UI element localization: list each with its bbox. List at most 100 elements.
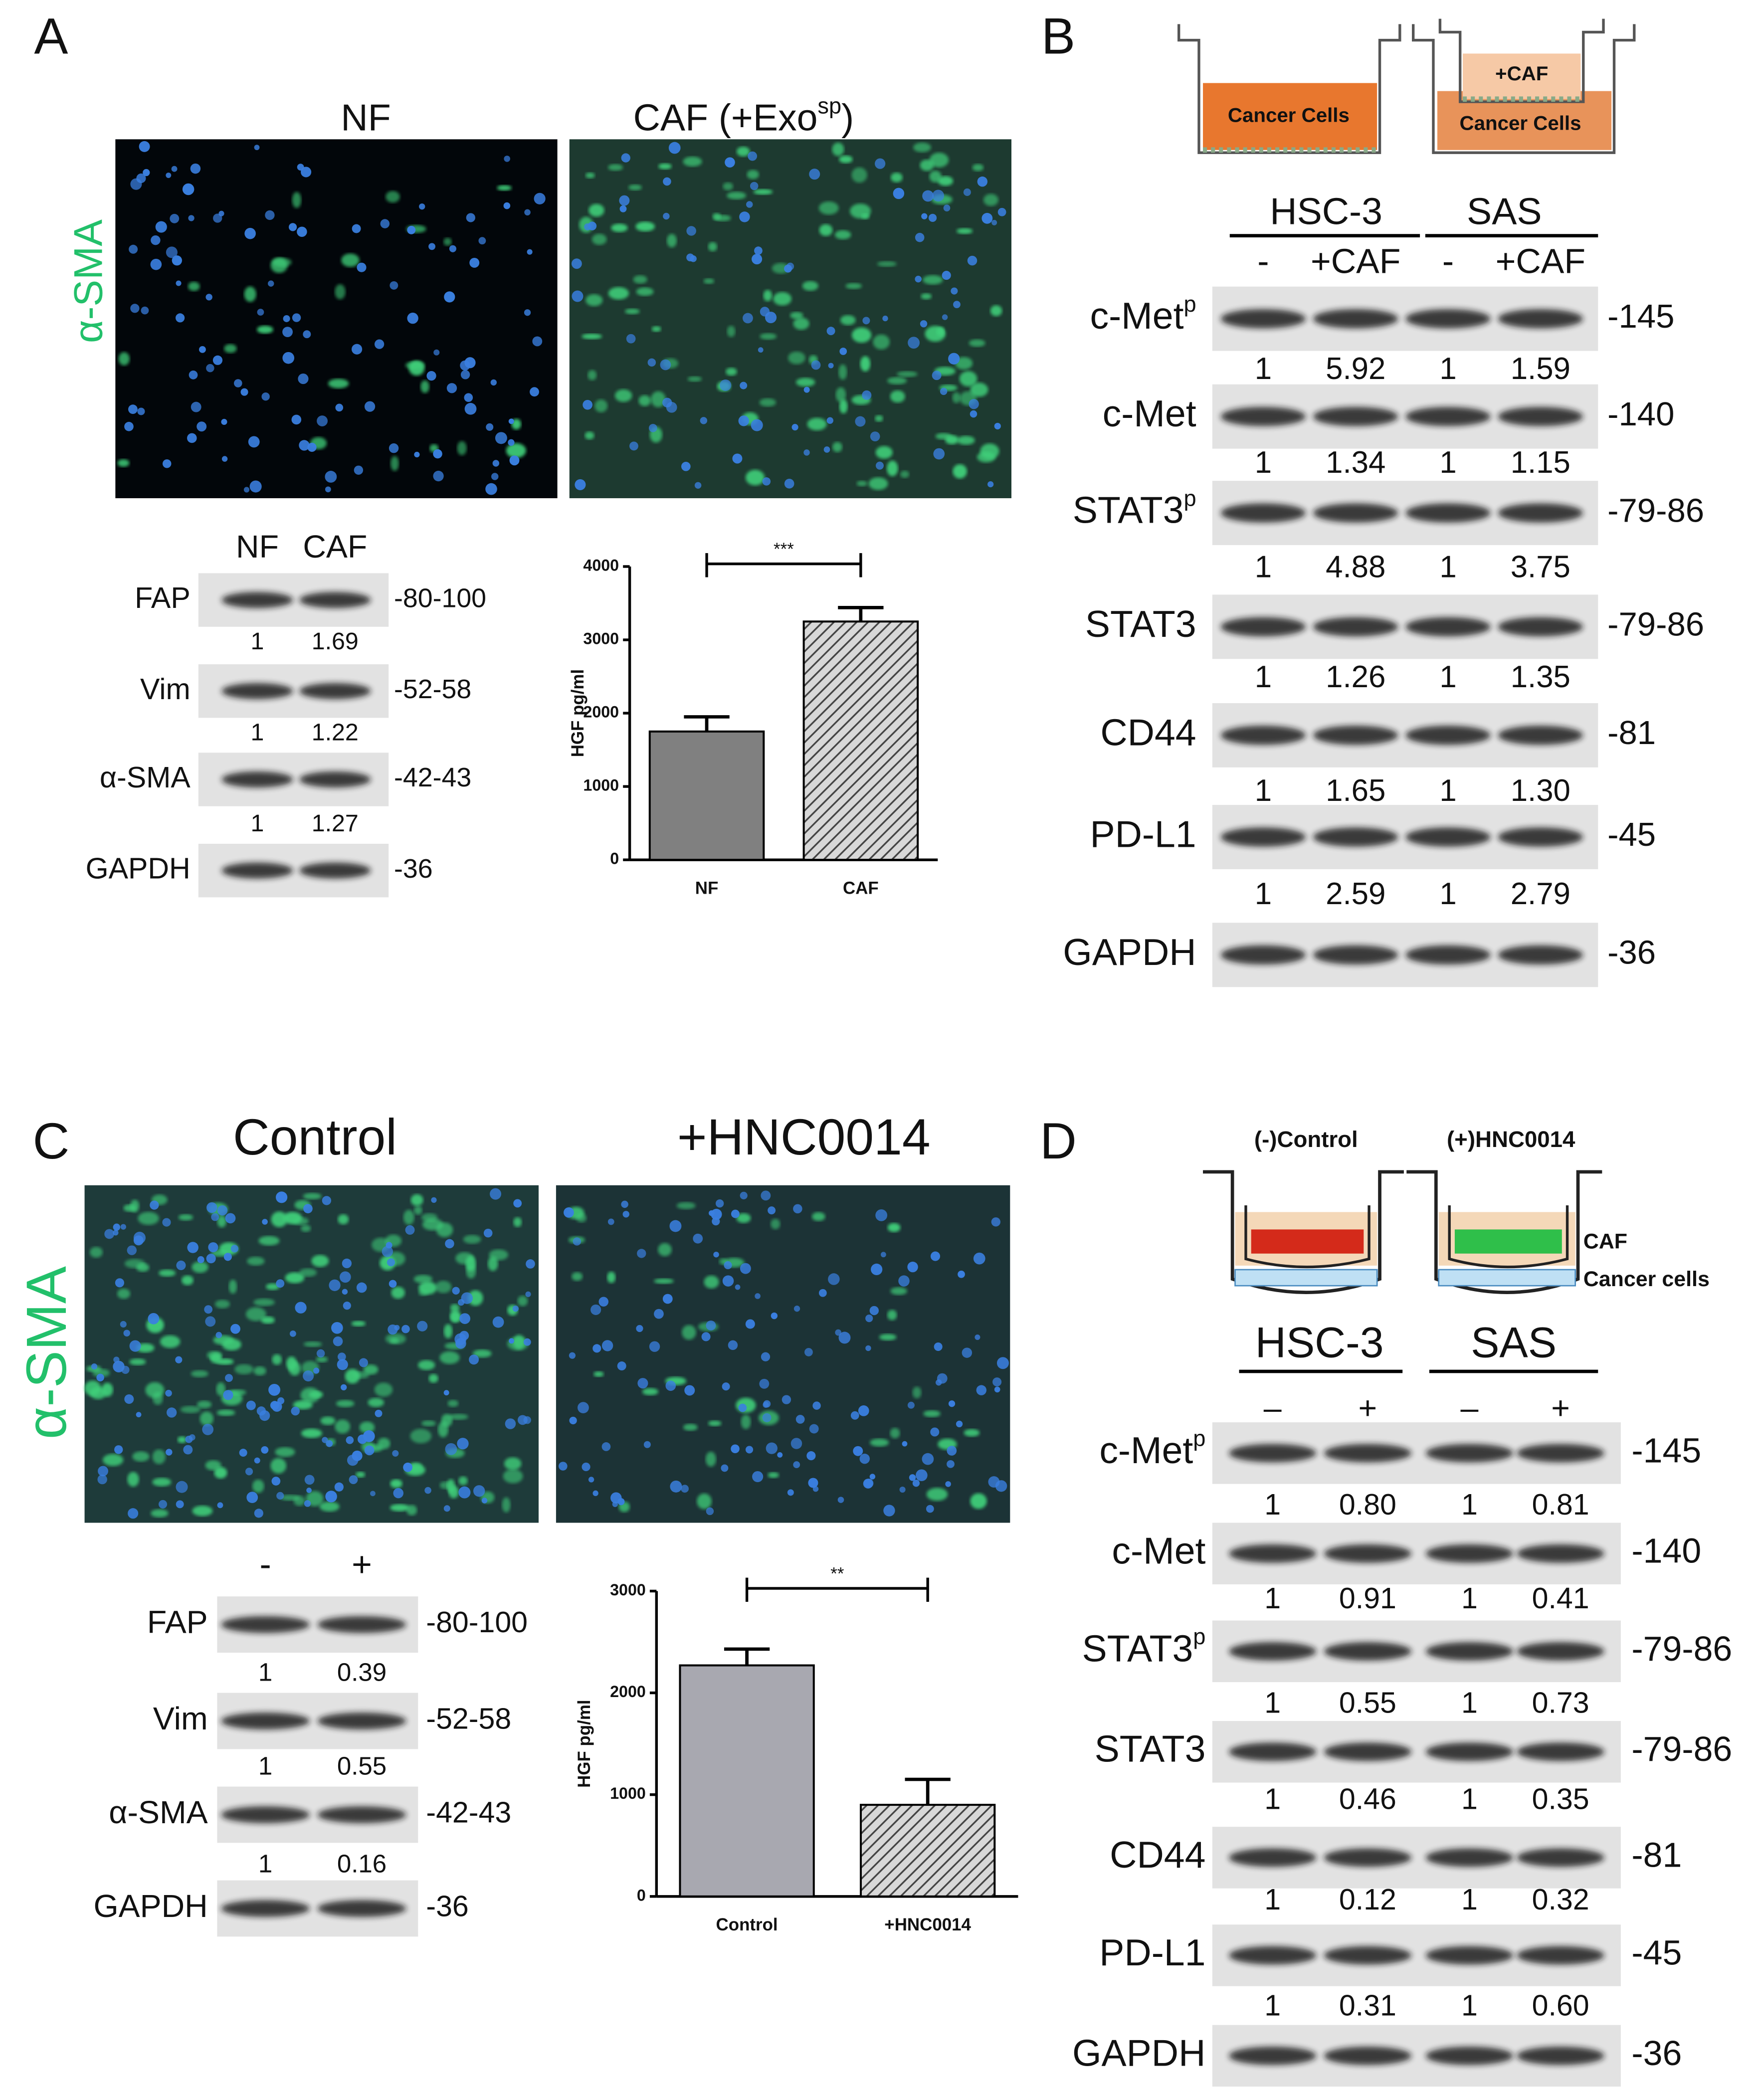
- quantification: 1: [1461, 1989, 1478, 2022]
- blue-nucleus: [445, 1239, 454, 1249]
- band: [1228, 1642, 1317, 1661]
- blue-nucleus: [426, 371, 436, 381]
- blue-nucleus: [257, 309, 264, 316]
- band: [1405, 309, 1491, 329]
- diagram-label: CAF: [1583, 1230, 1627, 1254]
- blue-nucleus: [261, 392, 270, 401]
- blue-nucleus: [452, 1287, 460, 1295]
- band: [1425, 1544, 1514, 1563]
- blue-nucleus: [313, 1367, 320, 1374]
- blue-nucleus: [331, 1322, 343, 1334]
- blue-nucleus: [254, 1457, 260, 1464]
- green-cell: [635, 221, 655, 232]
- blue-nucleus: [809, 169, 820, 180]
- blue-nucleus: [916, 1469, 928, 1482]
- green-cell: [160, 1335, 181, 1348]
- blue-nucleus: [113, 1230, 119, 1236]
- blue-nucleus: [349, 1475, 358, 1485]
- blue-nucleus: [223, 1390, 233, 1400]
- blue-nucleus: [115, 1278, 125, 1288]
- molecular-weight: -36: [1631, 2034, 1682, 2073]
- blue-nucleus: [915, 232, 925, 242]
- green-cell: [708, 242, 717, 252]
- blue-nucleus: [188, 215, 195, 221]
- y-tick-label: 1000: [583, 776, 619, 794]
- blue-nucleus: [909, 1474, 916, 1481]
- blue-nucleus: [948, 353, 960, 365]
- blue-nucleus: [162, 1218, 171, 1227]
- green-cell: [253, 1366, 266, 1376]
- blue-nucleus: [598, 1297, 609, 1307]
- band: [1498, 726, 1583, 745]
- protein-label: Vim: [140, 672, 191, 705]
- quantification: 1: [258, 1751, 272, 1780]
- quantification: 1: [1461, 1686, 1478, 1719]
- blue-nucleus: [162, 459, 172, 468]
- image-title: Control: [233, 1109, 397, 1165]
- blue-nucleus: [245, 1468, 253, 1476]
- blue-nucleus: [790, 1438, 802, 1449]
- blue-nucleus: [301, 167, 312, 178]
- blue-nucleus: [246, 1492, 258, 1504]
- blue-nucleus: [706, 1507, 714, 1516]
- blue-nucleus: [523, 1338, 531, 1346]
- quantification: 1: [1439, 445, 1456, 480]
- blue-nucleus: [127, 1245, 137, 1255]
- blue-nucleus: [221, 418, 227, 425]
- blue-nucleus: [446, 383, 457, 393]
- blue-nucleus: [268, 280, 274, 287]
- blue-nucleus: [96, 1373, 104, 1382]
- blue-nucleus: [784, 479, 794, 489]
- blue-nucleus: [601, 1442, 611, 1451]
- green-cell: [435, 1281, 452, 1294]
- green-cell: [328, 379, 349, 388]
- blue-nucleus: [720, 379, 732, 391]
- blue-nucleus: [509, 1338, 514, 1344]
- green-cell: [127, 1472, 139, 1487]
- green-cell: [293, 1217, 309, 1225]
- blue-nucleus: [967, 255, 978, 266]
- quantification: 1: [251, 628, 264, 655]
- blue-nucleus: [495, 432, 507, 444]
- blue-nucleus: [128, 1508, 139, 1519]
- blue-nucleus: [981, 212, 993, 224]
- blue-nucleus: [973, 1252, 985, 1265]
- blue-nucleus: [124, 1394, 134, 1404]
- superscript: p: [1184, 291, 1196, 317]
- blue-nucleus: [527, 249, 533, 255]
- band: [317, 1900, 406, 1917]
- quantification: 1: [1255, 550, 1272, 584]
- quantification: 1.15: [1511, 445, 1570, 480]
- blue-nucleus: [325, 486, 331, 493]
- band: [221, 683, 293, 699]
- green-cell: [586, 294, 603, 306]
- blue-nucleus: [662, 1294, 673, 1304]
- quantification: 1: [1255, 445, 1272, 480]
- blue-nucleus: [947, 1446, 957, 1456]
- green-cell: [448, 1485, 459, 1499]
- green-cell: [768, 1472, 780, 1478]
- green-cell: [513, 1335, 525, 1349]
- blue-nucleus: [803, 449, 810, 456]
- blue-nucleus: [190, 163, 201, 174]
- quantification: 0.91: [1339, 1582, 1396, 1615]
- blue-nucleus: [898, 1275, 910, 1287]
- green-cell: [683, 1424, 698, 1431]
- error-bar: [838, 605, 884, 622]
- blue-nucleus: [375, 1409, 383, 1417]
- green-cell: [252, 1479, 264, 1493]
- x-tick-label: NF: [695, 878, 719, 898]
- protein-label-main: c-Met: [1090, 295, 1184, 337]
- blue-nucleus: [212, 355, 223, 365]
- blue-nucleus: [995, 1480, 1007, 1492]
- band: [1405, 827, 1491, 847]
- band: [1228, 1742, 1317, 1761]
- blue-nucleus: [862, 390, 872, 400]
- molecular-weight: -79-86: [1631, 1729, 1732, 1768]
- blue-nucleus: [393, 1488, 403, 1499]
- protein-label: STAT3: [1085, 603, 1196, 645]
- green-cell: [658, 163, 672, 170]
- blue-nucleus: [187, 433, 197, 443]
- green-cell: [292, 191, 301, 208]
- blue-nucleus: [629, 441, 638, 451]
